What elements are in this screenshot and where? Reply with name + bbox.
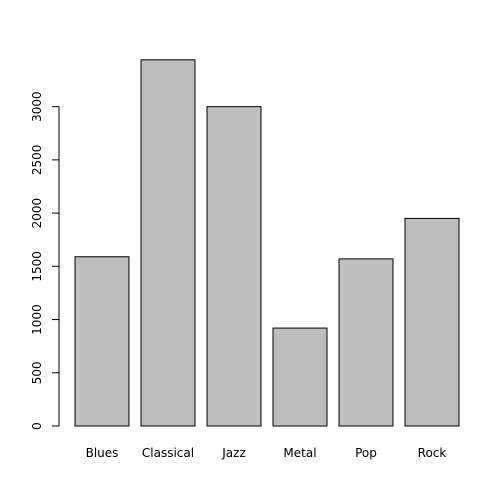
bars bbox=[74, 59, 460, 427]
x-tick-label: Blues bbox=[86, 446, 119, 460]
y-tick-label: 2500 bbox=[30, 145, 44, 176]
bar-jazz bbox=[206, 106, 262, 427]
y-tick-label: 0 bbox=[30, 422, 44, 430]
x-axis-labels: Blues Classical Jazz Metal Pop Rock bbox=[86, 446, 447, 460]
x-tick-label: Classical bbox=[142, 446, 194, 460]
y-tick-label: 3000 bbox=[30, 91, 44, 122]
y-tick-label: 2000 bbox=[30, 198, 44, 229]
x-tick-label: Metal bbox=[283, 446, 316, 460]
y-axis: 0 500 1000 1500 2000 2500 3000 bbox=[30, 91, 60, 430]
x-tick-label: Rock bbox=[418, 446, 447, 460]
bar-metal bbox=[272, 327, 328, 427]
x-tick-label: Jazz bbox=[221, 446, 246, 460]
y-tick-label: 500 bbox=[30, 361, 44, 384]
bar-pop bbox=[338, 258, 394, 427]
bar-rock bbox=[404, 217, 460, 427]
y-tick-label: 1000 bbox=[30, 304, 44, 335]
bar-classical bbox=[140, 59, 196, 427]
y-tick-label: 1500 bbox=[30, 251, 44, 282]
x-tick-label: Pop bbox=[355, 446, 377, 460]
bar-blues bbox=[74, 256, 130, 427]
